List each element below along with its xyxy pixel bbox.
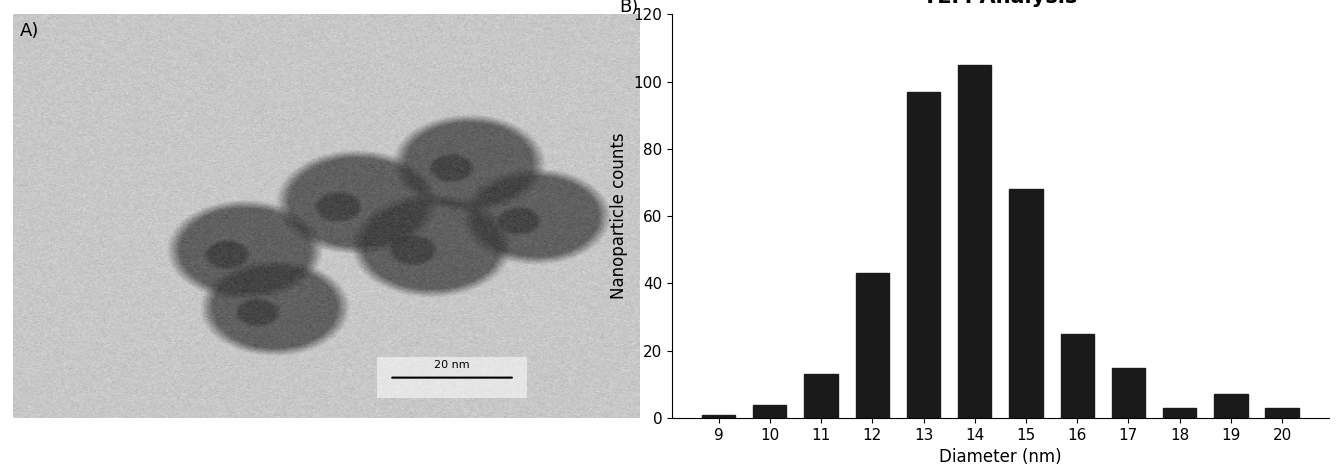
Bar: [1164, 408, 1196, 418]
Bar: [1009, 189, 1043, 418]
Bar: [1111, 368, 1145, 418]
Bar: [804, 374, 837, 418]
Bar: [856, 273, 888, 418]
Title: TEM Analysis: TEM Analysis: [923, 0, 1078, 7]
Bar: [1060, 334, 1094, 418]
Bar: [907, 92, 941, 418]
Y-axis label: Nanoparticle counts: Nanoparticle counts: [611, 133, 628, 299]
Bar: [702, 415, 735, 418]
Text: A): A): [20, 22, 39, 40]
X-axis label: Diameter (nm): Diameter (nm): [939, 448, 1062, 466]
Bar: [1215, 394, 1248, 418]
Bar: [1266, 408, 1299, 418]
FancyBboxPatch shape: [377, 357, 527, 398]
Bar: [958, 65, 992, 418]
Text: B): B): [620, 0, 639, 16]
Bar: [753, 405, 786, 418]
Text: 20 nm: 20 nm: [435, 360, 470, 370]
